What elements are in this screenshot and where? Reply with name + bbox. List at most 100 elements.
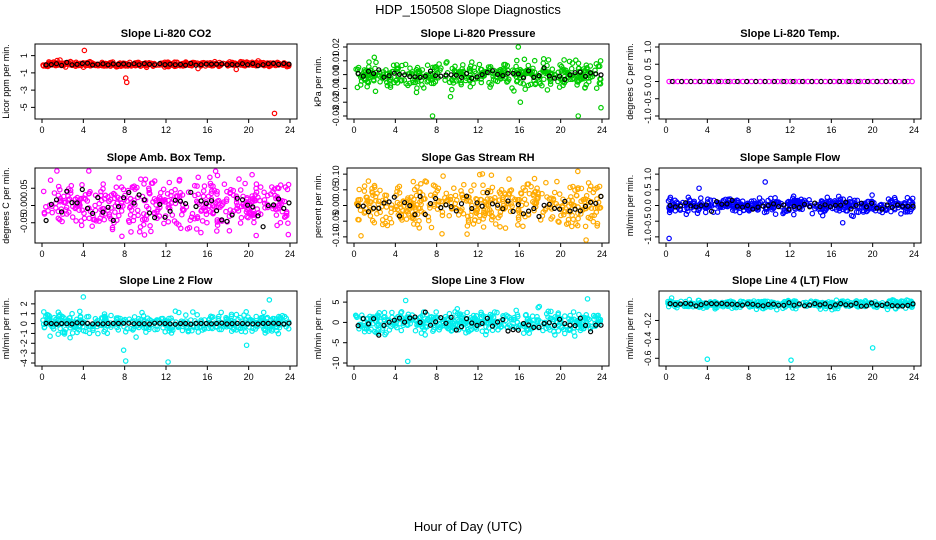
data-point: [108, 205, 115, 211]
x-tick-label: 16: [826, 249, 836, 259]
data-point: [355, 197, 361, 203]
mean-point: [417, 193, 423, 199]
data-point: [372, 88, 379, 95]
data-point: [363, 326, 370, 333]
x-tick-label: 24: [597, 372, 607, 382]
mean-point: [734, 301, 740, 308]
panel-title: Slope Li-820 CO2: [121, 28, 211, 40]
mean-point: [371, 316, 377, 322]
mean-point: [846, 78, 852, 85]
data-point: [398, 77, 405, 83]
data-point: [548, 216, 554, 222]
mean-point: [863, 303, 870, 309]
data-point: [575, 320, 582, 326]
mean-point: [669, 78, 675, 85]
mean-point: [245, 321, 251, 327]
data-point: [711, 197, 717, 204]
panel-title: Slope Line 3 Flow: [432, 275, 525, 287]
x-tick-label: 12: [473, 372, 483, 382]
data-point: [695, 207, 702, 214]
outlier-point: [696, 185, 702, 192]
data-point: [545, 57, 552, 63]
data-point: [729, 299, 736, 305]
data-point: [134, 207, 141, 214]
data-point: [205, 193, 212, 200]
data-point: [364, 199, 371, 205]
data-point: [578, 185, 585, 192]
data-point: [373, 59, 379, 66]
mean-point: [386, 199, 392, 205]
outlier-point: [788, 357, 794, 363]
mean-point: [152, 320, 158, 326]
mean-point: [141, 197, 147, 203]
mean-point: [417, 319, 423, 325]
mean-point: [843, 302, 849, 308]
data-point: [696, 297, 702, 304]
panel-9: Slope Line 4 (LT) Flow ml/min per min. 0 4 8…: [625, 275, 922, 382]
data-point: [403, 216, 410, 222]
mean-point: [536, 213, 542, 220]
data-point: [99, 205, 106, 212]
data-point: [47, 333, 53, 340]
data-point: [273, 195, 279, 202]
data-point: [574, 168, 581, 175]
x-tick-label: 20: [868, 125, 878, 135]
data-point: [102, 192, 109, 199]
mean-point: [355, 70, 361, 77]
data-point: [89, 223, 96, 230]
data-point: [515, 214, 522, 220]
data-point: [508, 316, 515, 323]
data-point: [818, 198, 825, 204]
data-point: [747, 301, 754, 308]
data-point: [388, 202, 395, 208]
data-point: [520, 223, 526, 230]
data-point: [119, 233, 125, 240]
data-point: [361, 183, 368, 189]
data-point: [452, 205, 459, 212]
mean-point: [141, 321, 147, 327]
mean-point: [198, 62, 204, 68]
data-point: [209, 325, 216, 332]
x-tick-label: 20: [556, 125, 566, 135]
data-point: [274, 222, 280, 229]
data-point: [482, 331, 489, 338]
data-point: [439, 209, 446, 215]
data-point: [379, 221, 386, 228]
data-point: [447, 193, 454, 200]
mean-point: [837, 78, 843, 85]
x-tick-label: 24: [285, 125, 295, 135]
data-point: [558, 212, 564, 219]
data-point: [736, 209, 743, 216]
mean-point: [407, 203, 413, 209]
data-point: [888, 208, 894, 215]
data-point: [523, 201, 530, 207]
data-point: [796, 199, 803, 206]
data-point: [571, 329, 577, 336]
data-point: [592, 205, 598, 212]
data-point: [362, 209, 369, 215]
mean-point: [438, 73, 444, 79]
data-point: [577, 75, 584, 82]
outlier-point: [382, 331, 388, 338]
data-point: [160, 186, 167, 193]
mean-point: [884, 301, 890, 307]
data-point: [848, 212, 855, 219]
point-series: [353, 168, 604, 243]
x-tick-label: 12: [161, 372, 171, 382]
mean-point: [883, 78, 889, 85]
y-tick-label: -0.05: [19, 212, 29, 233]
mean-point: [500, 72, 506, 79]
data-point: [139, 216, 146, 223]
mean-point: [224, 218, 230, 224]
data-point: [189, 210, 196, 217]
data-point: [85, 313, 92, 320]
mean-point: [598, 322, 604, 328]
data-point: [565, 220, 572, 227]
mean-point: [899, 203, 906, 209]
mean-point: [203, 200, 209, 207]
mean-point: [183, 62, 189, 68]
data-point: [588, 205, 595, 211]
data-point: [435, 185, 442, 192]
mean-point: [796, 204, 802, 210]
mean-point: [484, 190, 490, 196]
